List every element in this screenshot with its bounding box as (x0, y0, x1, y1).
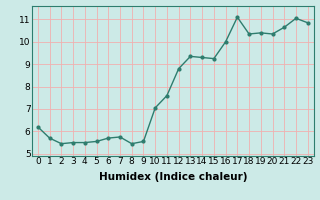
X-axis label: Humidex (Indice chaleur): Humidex (Indice chaleur) (99, 172, 247, 182)
